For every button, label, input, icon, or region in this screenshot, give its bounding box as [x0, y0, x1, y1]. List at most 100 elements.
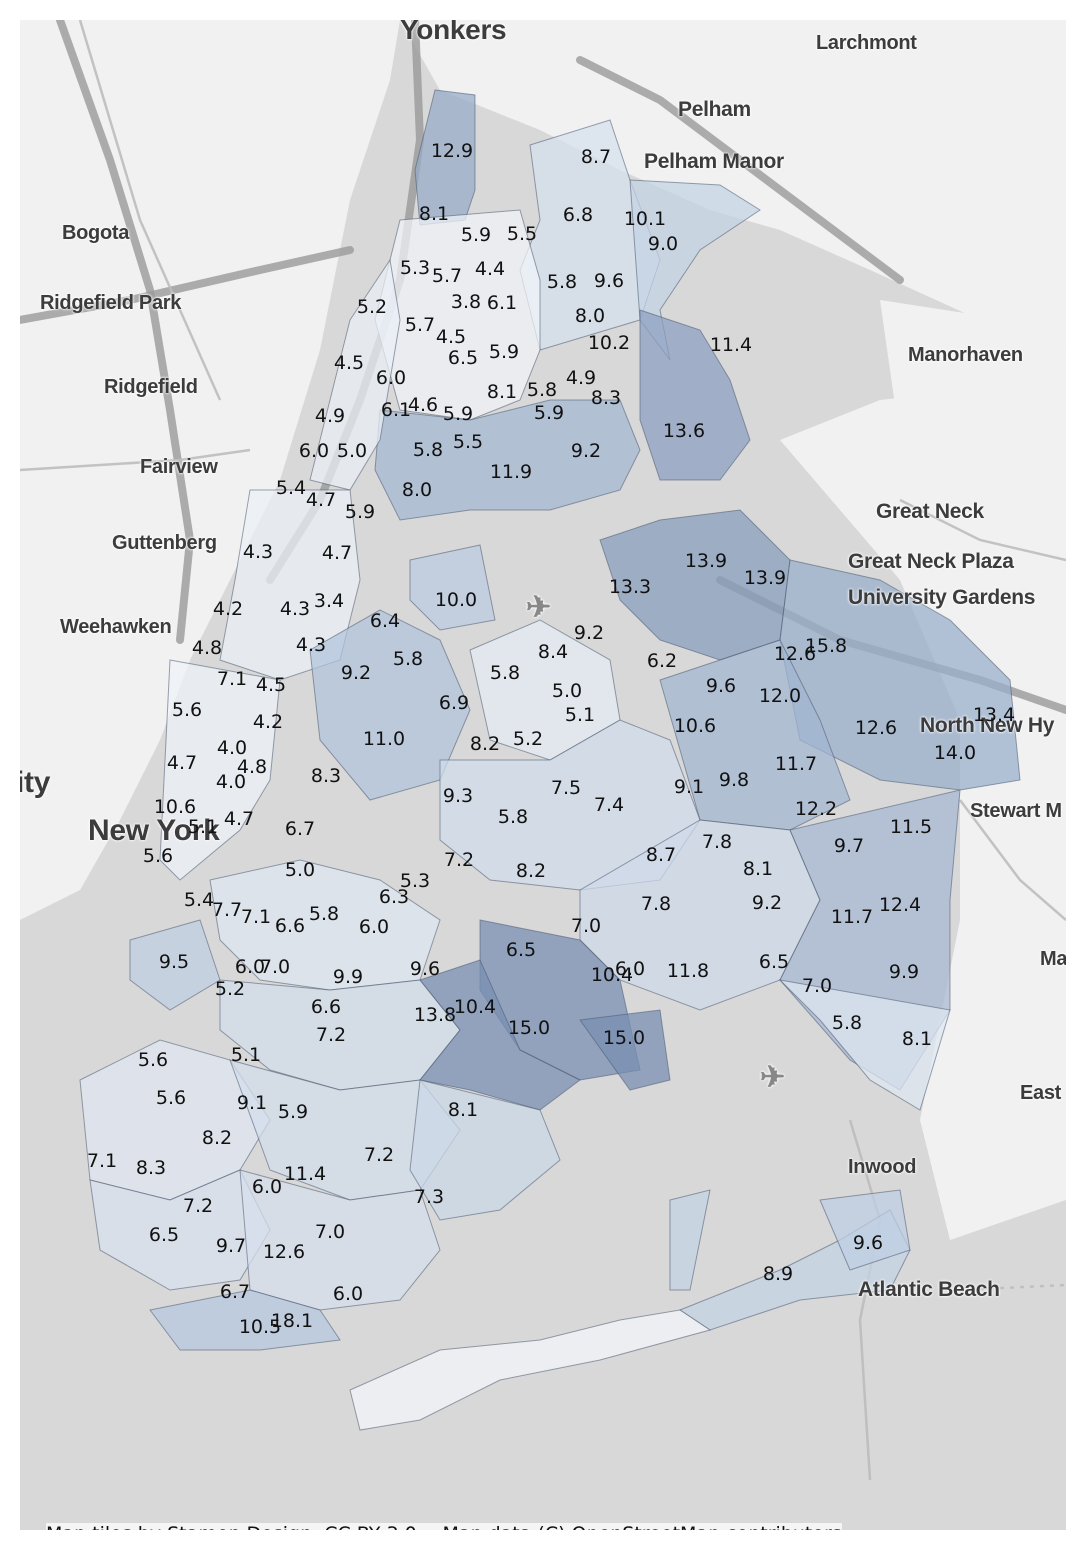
- region-value-label: 14.0: [933, 742, 977, 764]
- region-value-label: 5.7: [431, 265, 463, 287]
- region-value-label: 9.6: [409, 958, 441, 980]
- region-value-label: 9.2: [751, 892, 783, 914]
- region-value-label: 4.2: [252, 711, 284, 733]
- place-label: Pelham Manor: [644, 150, 784, 173]
- region-value-label: 6.0: [298, 440, 330, 462]
- region-midtown[interactable]: [219, 489, 361, 681]
- region-canarsie[interactable]: [409, 1079, 561, 1221]
- region-howard-beach[interactable]: [579, 1009, 671, 1091]
- region-value-label: 13.8: [413, 1004, 457, 1026]
- region-red-hook[interactable]: [129, 919, 221, 1011]
- region-south-bronx[interactable]: [374, 399, 641, 521]
- region-value-label: 7.2: [182, 1195, 214, 1217]
- region-value-label: 6.0: [375, 367, 407, 389]
- region-value-label: 10.4: [453, 996, 497, 1018]
- region-value-label: 5.6: [155, 1087, 187, 1109]
- region-value-label: 7.8: [701, 831, 733, 853]
- region-value-label: 4.7: [305, 489, 337, 511]
- region-value-label: 6.6: [310, 996, 342, 1018]
- region-value-label: 6.0: [251, 1176, 283, 1198]
- region-value-label: 4.7: [223, 808, 255, 830]
- region-value-label: 11.4: [709, 334, 753, 356]
- region-value-label: 8.3: [310, 765, 342, 787]
- place-label: Bogota: [62, 222, 130, 244]
- region-value-label: 8.2: [469, 733, 501, 755]
- place-label: Larchmont: [816, 32, 917, 54]
- region-value-label: 5.6: [137, 1049, 169, 1071]
- region-value-label: 7.7: [211, 899, 243, 921]
- region-value-label: 6.2: [646, 650, 678, 672]
- region-broad-channel[interactable]: [669, 1189, 711, 1291]
- road-local-2: [78, 20, 222, 401]
- region-value-label: 9.9: [332, 966, 364, 988]
- place-label: Ridgefield Park: [40, 292, 182, 314]
- airport-icon: ✈: [526, 591, 551, 624]
- region-coney-island[interactable]: [149, 1289, 341, 1351]
- region-upper-manhattan[interactable]: [309, 258, 401, 491]
- region-value-label: 7.1: [240, 906, 272, 928]
- region-value-label: 8.3: [590, 387, 622, 409]
- region-value-label: 4.9: [565, 367, 597, 389]
- land-long-island: [780, 380, 1066, 1240]
- region-jfk-south[interactable]: [778, 979, 951, 1111]
- region-value-label: 5.8: [412, 439, 444, 461]
- place-label: Ma: [1040, 948, 1066, 970]
- region-value-label: 4.2: [212, 598, 244, 620]
- region-value-label: 9.2: [570, 440, 602, 462]
- region-value-label: 4.3: [279, 598, 311, 620]
- region-value-label: 5.0: [336, 440, 368, 462]
- place-label: East: [1020, 1082, 1062, 1104]
- region-pelham-bay[interactable]: [639, 309, 751, 481]
- place-label: ity: [20, 766, 51, 799]
- region-value-label: 5.9: [344, 501, 376, 523]
- region-rikers[interactable]: [409, 544, 496, 631]
- region-value-label: 6.0: [358, 916, 390, 938]
- region-value-label: 7.0: [570, 915, 602, 937]
- region-value-label: 5.3: [399, 257, 431, 279]
- place-label: New York: [88, 814, 220, 847]
- region-value-label: 5.5: [452, 431, 484, 453]
- region-value-label: 5.9: [533, 402, 565, 424]
- region-lower-manhattan[interactable]: [159, 659, 281, 881]
- region-value-label: 3.8: [450, 291, 482, 313]
- region-value-label: 10.0: [434, 589, 478, 611]
- region-value-label: 12.4: [878, 894, 922, 916]
- region-value-label: 8.7: [645, 844, 677, 866]
- place-label: Guttenberg: [112, 532, 217, 554]
- region-value-label: 8.0: [401, 479, 433, 501]
- region-astoria[interactable]: [309, 609, 471, 801]
- place-label: Great Neck: [876, 500, 984, 523]
- region-value-label: 5.1: [230, 1044, 262, 1066]
- region-value-label: 5.8: [392, 648, 424, 670]
- place-label: Fairview: [140, 456, 218, 478]
- place-label: Ridgefield: [104, 376, 198, 398]
- region-value-label: 5.8: [489, 662, 521, 684]
- region-value-label: 4.7: [166, 752, 198, 774]
- region-value-label: 10.6: [153, 796, 197, 818]
- region-value-label: 12.6: [773, 643, 817, 665]
- region-value-label: 5.3: [399, 870, 431, 892]
- region-value-label: 9.8: [718, 769, 750, 791]
- region-value-label: 4.9: [314, 405, 346, 427]
- region-value-label: 6.5: [148, 1224, 180, 1246]
- place-label: Great Neck Plaza: [848, 550, 1014, 573]
- region-value-label: 4.8: [191, 637, 223, 659]
- region-value-label: 4.6: [407, 394, 439, 416]
- region-value-label: 7.0: [259, 956, 291, 978]
- region-far-rockaway[interactable]: [819, 1189, 911, 1271]
- region-value-label: 4.5: [435, 326, 467, 348]
- region-value-label: 8.1: [418, 203, 450, 225]
- road-hutchinson: [576, 56, 904, 284]
- region-value-label: 5.8: [831, 1012, 863, 1034]
- region-value-label: 8.1: [742, 858, 774, 880]
- region-value-label: 9.6: [593, 270, 625, 292]
- region-breezy-point[interactable]: [349, 1309, 712, 1431]
- region-value-label: 6.7: [284, 818, 316, 840]
- region-value-label: 13.4: [972, 704, 1016, 726]
- region-value-label: 5.6: [142, 845, 174, 867]
- region-value-label: 7.1: [86, 1150, 118, 1172]
- region-value-label: 6.0: [614, 958, 646, 980]
- region-value-label: 8.0: [574, 305, 606, 327]
- map-canvas[interactable]: Yonkers Larchmont Pelham Pelham Manor Bo…: [20, 20, 1066, 1530]
- region-value-label: 7.0: [314, 1221, 346, 1243]
